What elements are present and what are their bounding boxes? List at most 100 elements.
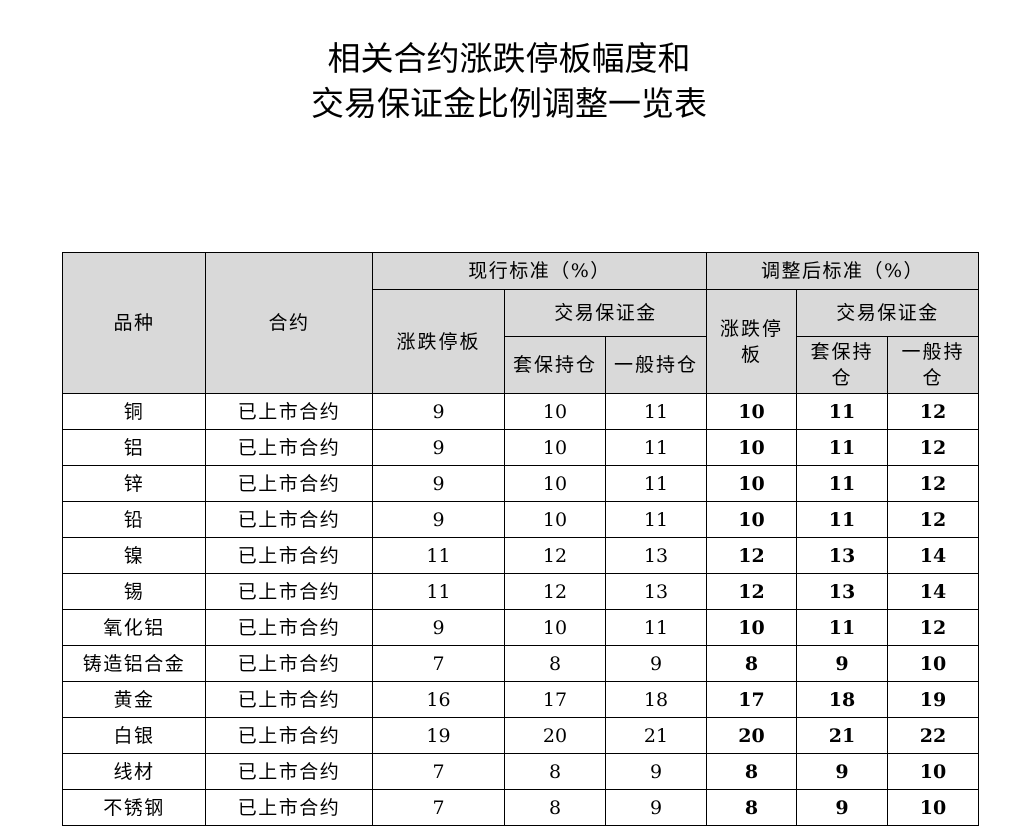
cell-contract: 已上市合约	[205, 717, 373, 754]
table-row: 线材 已上市合约 7 8 9 8 9 10	[62, 753, 980, 790]
cell-current-price-limit: 16	[372, 681, 505, 718]
cell-variety: 镍	[62, 537, 206, 574]
cell-variety: 白银	[62, 717, 206, 754]
cell-adjusted-hedge-position: 11	[796, 429, 889, 466]
header-variety: 品种	[62, 252, 206, 394]
cell-variety: 铸造铝合金	[62, 645, 206, 682]
cell-current-hedge-position: 8	[504, 753, 606, 790]
cell-current-price-limit: 7	[372, 789, 505, 826]
page-title-line-2: 交易保证金比例调整一览表	[311, 84, 707, 123]
cell-variety: 铝	[62, 429, 206, 466]
header-adjusted-hedge-position: 套保持仓	[796, 336, 889, 394]
header-row-sub2: 套保持仓 一般持仓 套保持仓 一般持仓	[63, 336, 980, 394]
cell-adjusted-hedge-position: 13	[796, 537, 889, 574]
header-current-price-limit-text: 涨跌停板	[396, 330, 481, 353]
cell-adjusted-general-position: 10	[887, 753, 980, 790]
cell-adjusted-general-position: 19	[887, 681, 980, 718]
header-current-price-limit: 涨跌停板	[372, 289, 505, 394]
cell-current-price-limit: 19	[372, 717, 505, 754]
cell-adjusted-hedge-position: 11	[796, 393, 889, 430]
header-row-sub1: 涨跌停板 交易保证金 涨跌停板 交易保证金	[63, 289, 980, 394]
cell-adjusted-price-limit: 10	[706, 501, 798, 538]
table-row: 不锈钢 已上市合约 7 8 9 8 9 10	[62, 789, 980, 826]
table-row: 镍已上市合约 11 12 13 12 13 14	[62, 537, 980, 574]
cell-contract: 已上市合约	[205, 465, 373, 502]
cell-current-general-position: 9	[604, 645, 708, 682]
cell-contract: 已上市合约	[205, 537, 373, 574]
cell-adjusted-price-limit: 8	[706, 789, 798, 826]
header-adjusted-price-limit-text: 涨跌停板	[720, 317, 784, 366]
cell-current-hedge-position: 10	[504, 609, 606, 646]
cell-current-price-limit: 11	[372, 537, 505, 574]
header-adjusted-general-position-text: 一般持仓	[901, 341, 965, 389]
header-contract: 合约	[205, 252, 373, 394]
cell-adjusted-price-limit: 12	[706, 537, 798, 574]
cell-adjusted-hedge-position: 11	[796, 501, 889, 538]
header-adjusted-general-position: 一般持仓	[887, 336, 980, 394]
cell-adjusted-general-position: 12	[887, 465, 980, 502]
header-row-group: 品种 合约 现行标准（%） 调整后标准（%）	[62, 252, 980, 394]
cell-current-price-limit: 9	[372, 393, 505, 430]
cell-current-price-limit: 7	[372, 753, 505, 790]
cell-variety: 锌	[62, 465, 206, 502]
table-row: 铝已上市合约 9 10 11 10 11 12	[62, 429, 980, 466]
table-row: 黄金 已上市合约 16 17 18 17 18 19	[62, 681, 980, 718]
table-body: 铜已上市合约 9 10 11 10 11 12 铝已上市合约 9 10 11 10 11 12 锌已上市合约…	[62, 393, 980, 826]
table-row: 锡已上市合约 11 12 13 12 13 14	[62, 573, 980, 610]
cell-adjusted-hedge-position: 11	[796, 465, 889, 502]
header-adjusted-standard: 调整后标准（%）	[706, 252, 980, 290]
cell-adjusted-price-limit: 10	[706, 465, 798, 502]
header-current-hedge-position-text: 套保持仓	[512, 354, 597, 376]
cell-current-hedge-position: 8	[504, 645, 606, 682]
cell-contract: 已上市合约	[205, 645, 373, 682]
cell-contract: 已上市合约	[205, 393, 373, 430]
header-current-general-position: 一般持仓	[604, 336, 708, 394]
cell-current-general-position: 13	[604, 537, 708, 574]
cell-adjusted-general-position: 12	[887, 609, 980, 646]
header-current-standard: 现行标准（%）	[371, 252, 708, 290]
table-row: 锌已上市合约 9 10 11 10 11 12	[62, 465, 980, 502]
cell-adjusted-general-position: 12	[887, 393, 980, 430]
cell-adjusted-hedge-position: 9	[796, 645, 889, 682]
cell-current-price-limit: 9	[372, 465, 505, 502]
cell-current-general-position: 13	[604, 573, 708, 610]
cell-adjusted-price-limit: 20	[706, 717, 798, 754]
table-row: 铜已上市合约 9 10 11 10 11 12	[62, 393, 980, 430]
cell-current-price-limit: 7	[372, 645, 505, 682]
table-header: 品种 合约 现行标准（%） 调整后标准（%） 涨跌停板 交易保证金 涨跌停板 交…	[62, 252, 980, 394]
cell-contract: 已上市合约	[205, 609, 373, 646]
page-title: 相关合约涨跌停板幅度和 交易保证金比例调整一览表	[0, 36, 1018, 126]
cell-adjusted-general-position: 12	[887, 501, 980, 538]
cell-adjusted-hedge-position: 11	[796, 609, 889, 646]
cell-current-general-position: 21	[604, 717, 708, 754]
cell-adjusted-general-position: 14	[887, 573, 980, 610]
cell-current-price-limit: 11	[372, 573, 505, 610]
cell-current-general-position: 11	[604, 609, 708, 646]
cell-adjusted-price-limit: 8	[706, 753, 798, 790]
cell-adjusted-price-limit: 8	[706, 645, 798, 682]
cell-current-general-position: 9	[604, 753, 708, 790]
page-title-line-1: 相关合约涨跌停板幅度和	[327, 39, 691, 78]
cell-variety: 黄金	[62, 681, 206, 718]
cell-current-hedge-position: 10	[504, 393, 606, 430]
table-row: 氧化铝 已上市合约 9 10 11 10 11 12	[62, 609, 980, 646]
cell-adjusted-hedge-position: 21	[796, 717, 889, 754]
cell-variety: 锡	[62, 573, 206, 610]
cell-current-hedge-position: 12	[504, 573, 606, 610]
cell-adjusted-hedge-position: 18	[796, 681, 889, 718]
cell-variety: 不锈钢	[62, 789, 206, 826]
cell-current-hedge-position: 12	[504, 537, 606, 574]
cell-contract: 已上市合约	[205, 681, 373, 718]
cell-current-general-position: 18	[604, 681, 708, 718]
table-row: 铸造铝合金 已上市合约 7 8 9 8 9 10	[62, 645, 980, 682]
cell-current-hedge-position: 17	[504, 681, 606, 718]
cell-current-price-limit: 9	[372, 501, 505, 538]
adjustment-table-container: 品种 合约 现行标准（%） 调整后标准（%） 涨跌停板 交易保证金 涨跌停板 交…	[62, 252, 980, 826]
cell-current-hedge-position: 10	[504, 501, 606, 538]
cell-current-general-position: 11	[604, 501, 708, 538]
table-row: 铅已上市合约 9 10 11 10 11 12	[62, 501, 980, 538]
cell-adjusted-hedge-position: 9	[796, 789, 889, 826]
cell-adjusted-general-position: 14	[887, 537, 980, 574]
header-current-general-position-text: 一般持仓	[614, 354, 699, 376]
cell-adjusted-price-limit: 17	[706, 681, 798, 718]
